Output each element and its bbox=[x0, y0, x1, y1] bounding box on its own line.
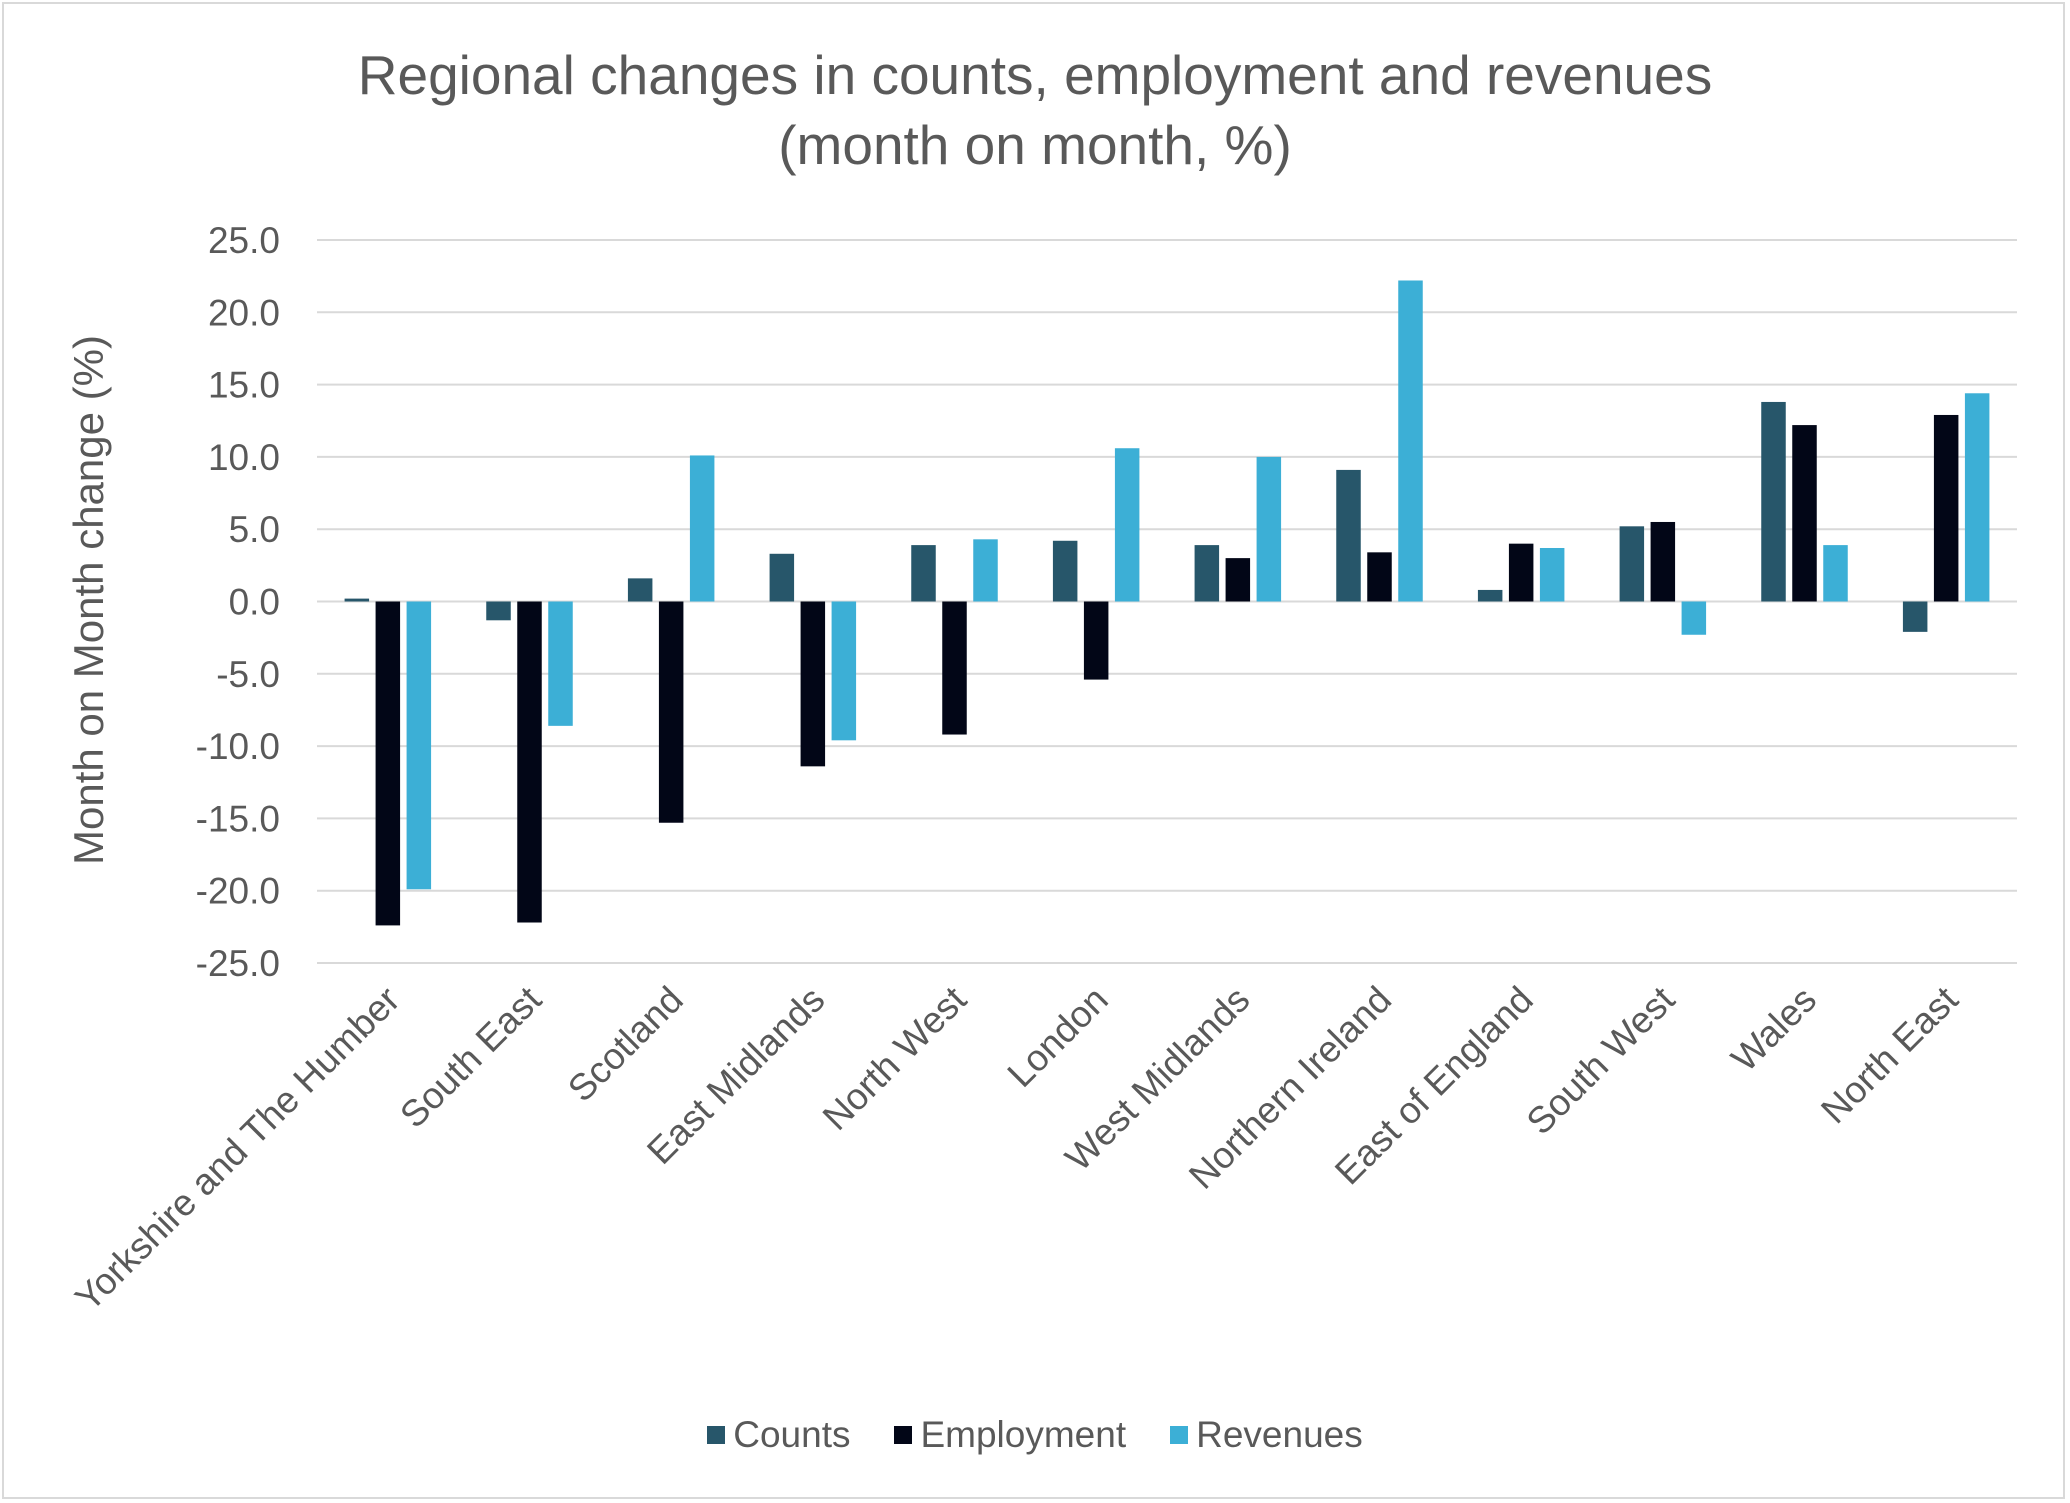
bar-revenues bbox=[1539, 547, 1565, 602]
x-category-label: London bbox=[1000, 979, 1116, 1095]
y-tick-label: -15.0 bbox=[196, 798, 280, 839]
bar-counts bbox=[769, 553, 795, 602]
legend-item-revenues: Revenues bbox=[1170, 1414, 1363, 1456]
chart-title: Regional changes in counts, employment a… bbox=[0, 40, 2070, 180]
bar-revenues bbox=[1398, 280, 1423, 602]
bar-revenues bbox=[831, 601, 857, 741]
bar-revenues bbox=[1964, 393, 1990, 602]
x-category-label: Scotland bbox=[560, 979, 691, 1110]
x-category-label: South West bbox=[1519, 978, 1683, 1142]
bar-counts bbox=[1336, 469, 1361, 602]
x-category-label: Yorkshire and The Humber bbox=[67, 979, 407, 1319]
bar-employment bbox=[1508, 543, 1534, 602]
legend-item-counts: Counts bbox=[707, 1414, 850, 1456]
bar-revenues bbox=[1823, 545, 1848, 602]
bar-revenues bbox=[1114, 448, 1140, 602]
bar-employment bbox=[942, 601, 967, 735]
legend-label: Employment bbox=[920, 1414, 1127, 1455]
bar-revenues bbox=[548, 601, 573, 726]
legend-swatch bbox=[1170, 1426, 1189, 1444]
legend: Counts Employment Revenues bbox=[0, 1414, 2070, 1456]
bar-employment bbox=[1367, 552, 1392, 602]
bar-counts bbox=[1477, 589, 1503, 602]
y-tick-label: -25.0 bbox=[196, 943, 280, 984]
bar-employment bbox=[1650, 521, 1676, 602]
bar-counts bbox=[911, 545, 936, 602]
bar-counts bbox=[1761, 401, 1786, 602]
legend-label: Revenues bbox=[1196, 1414, 1363, 1455]
bars bbox=[344, 280, 1990, 926]
y-tick-label: 25.0 bbox=[208, 220, 280, 261]
y-tick-label: 10.0 bbox=[208, 437, 280, 478]
gridlines bbox=[317, 239, 2017, 964]
legend-item-employment: Employment bbox=[894, 1414, 1126, 1456]
bar-employment bbox=[800, 601, 826, 767]
y-tick-label: -10.0 bbox=[196, 726, 280, 767]
y-tick-label: 5.0 bbox=[229, 509, 280, 550]
y-tick-labels: 25.0 20.0 15.0 10.0 5.0 0.0 -5.0 -10.0 -15.0 -20.… bbox=[196, 220, 280, 984]
bar-counts bbox=[344, 598, 370, 602]
bar-employment bbox=[1225, 558, 1251, 602]
x-category-label: North West bbox=[815, 978, 975, 1138]
x-category-label: South East bbox=[392, 978, 549, 1135]
bar-revenues bbox=[406, 601, 432, 890]
x-category-label: Wales bbox=[1723, 979, 1824, 1080]
bar-employment bbox=[658, 601, 684, 823]
bar-counts bbox=[1619, 526, 1645, 602]
bar-revenues bbox=[1256, 456, 1282, 602]
bar-employment bbox=[375, 601, 401, 926]
bar-counts bbox=[1194, 545, 1220, 602]
y-axis-label: Month on Month change (%) bbox=[65, 335, 112, 865]
bar-employment bbox=[517, 601, 542, 923]
bar-revenues bbox=[689, 455, 715, 602]
legend-swatch bbox=[894, 1426, 913, 1444]
y-tick-label: 0.0 bbox=[229, 582, 280, 623]
y-tick-label: 15.0 bbox=[208, 365, 280, 406]
bar-revenues bbox=[1681, 601, 1707, 635]
legend-swatch bbox=[707, 1426, 726, 1444]
bar-counts bbox=[486, 601, 511, 621]
chart-title-line2: (month on month, %) bbox=[778, 114, 1292, 176]
legend-label: Counts bbox=[733, 1414, 851, 1455]
bar-employment bbox=[1933, 414, 1959, 602]
y-tick-label: -20.0 bbox=[196, 871, 280, 912]
y-tick-label: -5.0 bbox=[216, 654, 280, 695]
bar-employment bbox=[1792, 425, 1817, 602]
bar-counts bbox=[627, 578, 653, 602]
bar-counts bbox=[1052, 540, 1078, 602]
bar-counts bbox=[1902, 601, 1928, 632]
bar-employment bbox=[1083, 601, 1109, 680]
bar-revenues bbox=[973, 539, 998, 602]
chart-title-line1: Regional changes in counts, employment a… bbox=[357, 44, 1713, 106]
y-tick-label: 20.0 bbox=[208, 292, 280, 333]
x-category-label: North East bbox=[1813, 978, 1966, 1131]
